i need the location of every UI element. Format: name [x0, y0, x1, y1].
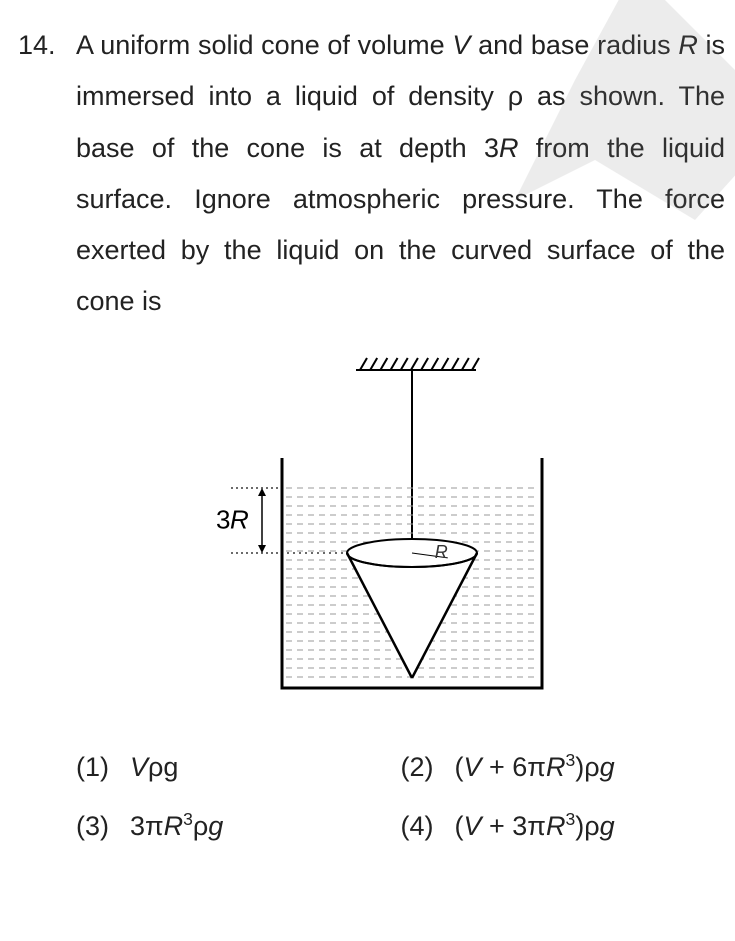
option-1-label: (1)	[76, 738, 130, 797]
option-4: (4) (V + 3πR3)ρg	[401, 797, 726, 856]
option-3-value: 3πR3ρg	[130, 797, 223, 856]
qtext-p2: and base radius	[470, 30, 678, 60]
page: 14. A uniform solid cone of volume V and…	[0, 0, 735, 887]
option-2: (2) (V + 6πR3)ρg	[401, 738, 726, 797]
qtext-R2: R	[499, 133, 519, 163]
question-block: 14. A uniform solid cone of volume V and…	[18, 20, 725, 328]
option-3-label: (3)	[76, 797, 130, 856]
option-2-label: (2)	[401, 738, 455, 797]
question-number: 14.	[18, 20, 76, 71]
cone-figure: R3R	[172, 338, 572, 708]
qtext-p1: A uniform solid cone of volume	[76, 30, 452, 60]
options-block: (1) Vρg (2) (V + 6πR3)ρg (3) 3πR3ρg (4) …	[18, 738, 725, 857]
option-4-label: (4)	[401, 797, 455, 856]
option-2-value: (V + 6πR3)ρg	[455, 738, 615, 797]
svg-text:R: R	[230, 504, 249, 534]
option-1: (1) Vρg	[76, 738, 401, 797]
option-3: (3) 3πR3ρg	[76, 797, 401, 856]
option-4-value: (V + 3πR3)ρg	[455, 797, 615, 856]
qtext-V: V	[452, 30, 470, 60]
figure-container: R3R	[18, 328, 725, 728]
option-1-rest: ρg	[148, 752, 178, 782]
question-text: A uniform solid cone of volume V and bas…	[76, 20, 725, 328]
option-1-V: V	[130, 752, 148, 782]
option-1-value: Vρg	[130, 738, 178, 797]
svg-text:3: 3	[216, 504, 230, 534]
qtext-R: R	[678, 30, 698, 60]
svg-text:R: R	[434, 542, 447, 562]
